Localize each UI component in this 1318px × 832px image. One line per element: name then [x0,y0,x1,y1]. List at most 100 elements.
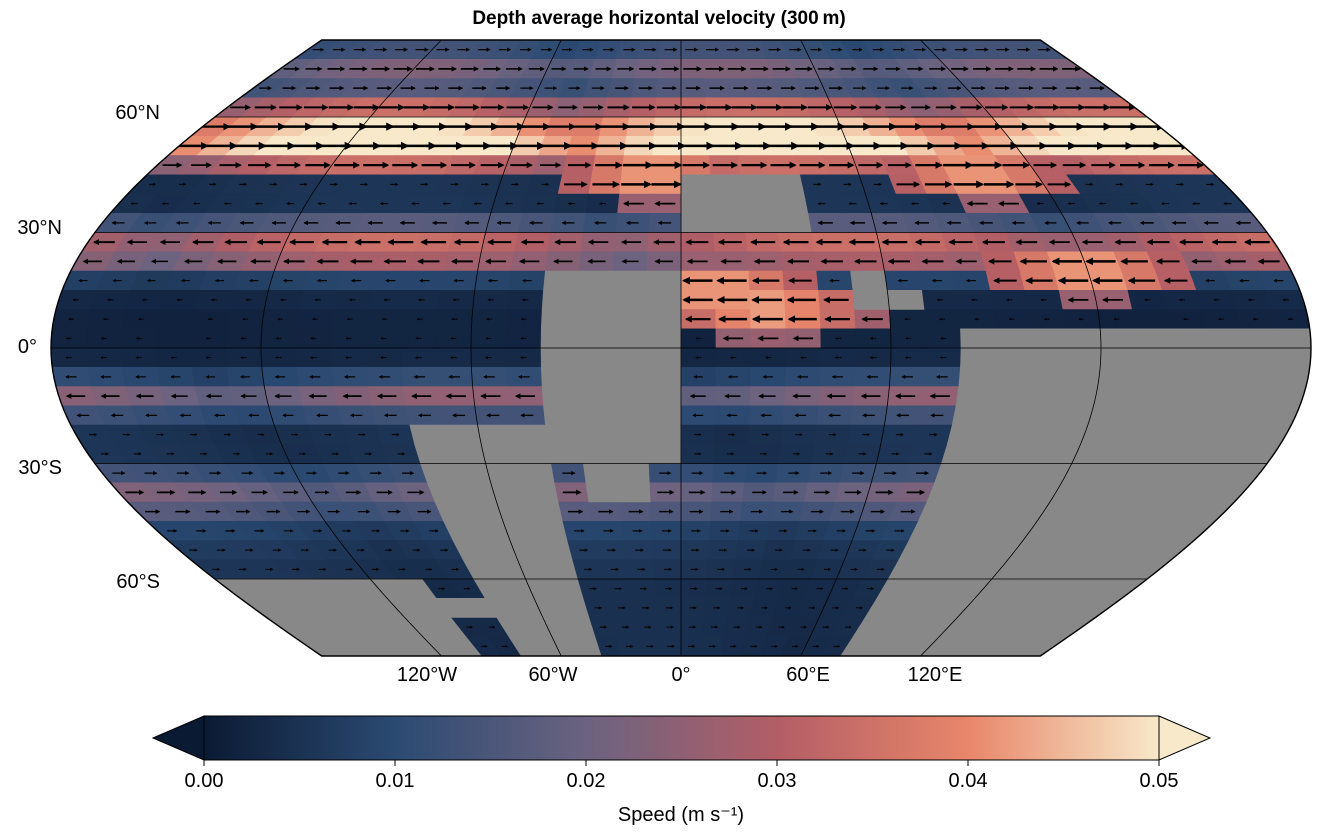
colorbar-tick-0: 0.00 [185,770,224,792]
land-cell [576,386,613,407]
land-cell [1236,366,1276,387]
land-cell [1239,328,1277,349]
land-cell [1265,386,1307,407]
land-cell [580,443,617,464]
land-cell [1064,347,1102,368]
land-cell [742,193,777,214]
land-cell [543,405,580,426]
land-cell [545,424,582,445]
lat-label-30n: 30°N [17,217,62,239]
land-cell [1134,328,1172,349]
land-cell [578,424,615,445]
land-cell [980,424,1021,445]
land-cell [1134,347,1172,368]
land-cell [611,289,647,310]
lat-label-60n: 60°N [115,102,160,124]
land-cell [1121,405,1163,426]
land-cell [447,443,487,464]
lon-label-0: 0° [671,664,690,686]
land-cell [1087,405,1129,426]
lat-label-30s: 30°S [18,457,62,479]
land-cell [575,347,612,368]
land-cell [443,424,482,445]
land-cell [575,309,612,330]
land-cell [1053,405,1094,426]
land-cell [1270,366,1311,387]
land-cell [1062,366,1101,387]
land-cell [541,289,579,310]
land-cell [540,328,577,349]
colorbar-tick-1: 0.01 [376,770,415,792]
land-cell [852,289,890,310]
land-cell [585,482,620,503]
colorbar-tick-4: 0.04 [949,770,988,792]
land-cell [1239,347,1277,368]
colorbar-extend-min [151,715,205,761]
speed-cell [155,328,193,349]
longitude-labels: 120°W 60°W 0° 60°E 120°E [397,664,962,686]
land-cell [993,366,1031,387]
land-cell [1161,386,1203,407]
land-cell [985,405,1026,426]
land-cell [541,386,579,407]
land-cell [1064,328,1102,349]
land-cell [1169,347,1207,368]
land-cell [420,463,460,484]
land-cell [511,424,549,445]
land-cell [514,443,552,464]
land-cell [1027,366,1066,387]
colorbar: 0.00 0.01 0.02 0.03 0.04 0.05 Speed (m s… [151,715,1212,826]
land-cell [990,386,1029,407]
land-cell [960,347,997,368]
land-cell [1127,386,1168,407]
land-cell [1169,328,1207,349]
land-cell [1029,347,1067,368]
land-cell [955,386,994,407]
land-cell [1024,386,1064,407]
land-cell [995,328,1032,349]
land-cell [522,482,559,503]
lat-label-60s: 60°S [116,571,160,593]
land-cell [769,174,805,195]
land-cell [710,174,743,195]
colorbar-extend-max [1158,715,1212,761]
lon-label-60e: 60°E [786,664,830,686]
lon-label-120w: 120°W [397,664,457,686]
land-cell [610,347,647,368]
speed-cell [1132,309,1171,330]
land-cell [960,328,997,349]
land-cell [647,443,682,464]
land-cell [540,309,578,330]
land-cell [612,424,649,445]
land-cell [645,366,682,387]
land-cell [711,193,745,214]
land-cell [645,289,682,310]
land-cell [646,270,682,291]
land-cell [995,347,1032,368]
land-cell [646,405,682,426]
land-cell [645,328,682,349]
land-cell [1166,366,1206,387]
speed-cell [156,309,196,330]
land-cell [1204,328,1242,349]
land-cell [614,443,649,464]
land-cell [744,212,780,233]
land-cell [414,443,454,464]
land-cell [958,366,996,387]
colorbar-ticks [203,760,1160,766]
land-cell [540,347,577,368]
land-cell [617,482,651,503]
lon-label-120e: 120°E [908,664,963,686]
land-cell [532,520,568,541]
land-cell [611,405,648,426]
land-cell [547,443,584,464]
land-cell [577,405,614,426]
land-cell [409,424,449,445]
land-cell [951,405,991,426]
land-cell [1196,386,1237,407]
land-cell [680,212,714,233]
land-cell [1099,347,1137,368]
land-cell [1093,386,1133,407]
land-cell [452,463,492,484]
